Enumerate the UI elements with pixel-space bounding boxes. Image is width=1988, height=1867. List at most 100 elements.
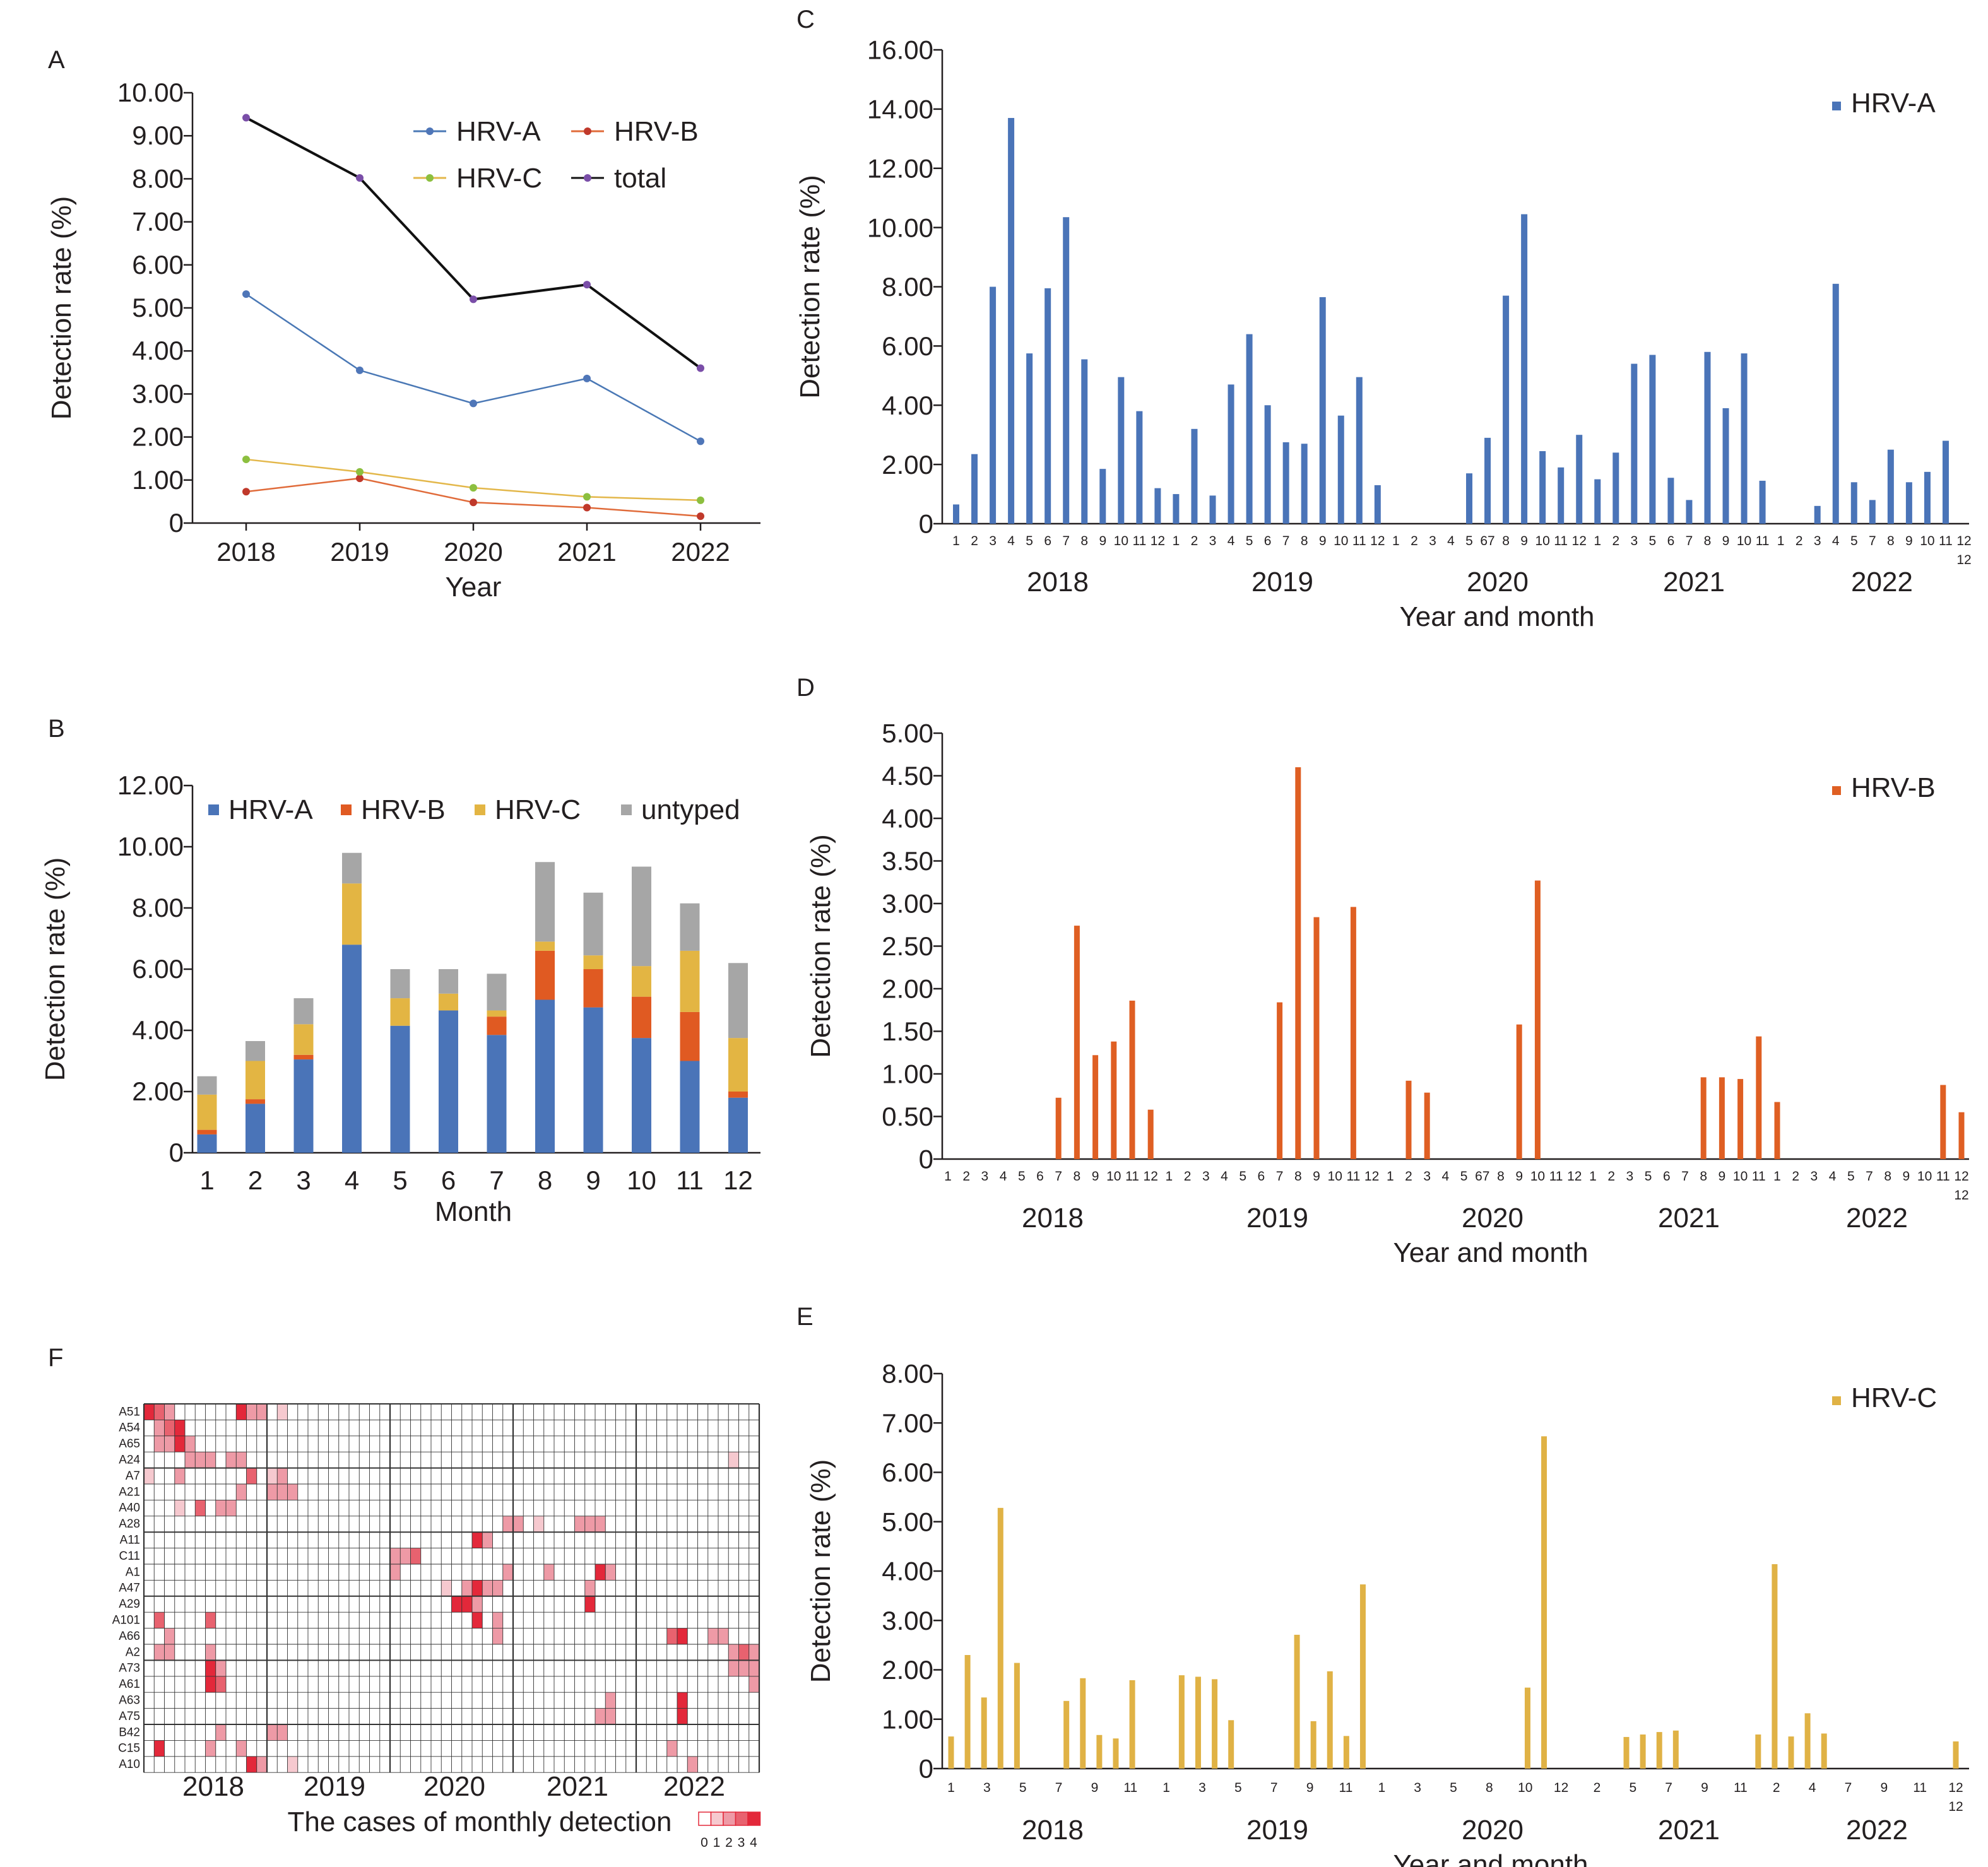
- chart-e-x-tick-label: 7: [1055, 1781, 1063, 1795]
- chart-d-x-tick-label-extra: 12: [1954, 1188, 1968, 1203]
- chart-c-bar: [1044, 288, 1051, 524]
- chart-c-x-tick-label: 2: [1796, 534, 1803, 548]
- chart-d-bar: [1940, 1085, 1946, 1159]
- chart-a-x-tick-label: 2022: [671, 537, 730, 567]
- chart-d-x-tick-label: 3: [1423, 1169, 1431, 1184]
- chart-e-bar: [1788, 1736, 1794, 1769]
- chart-b-bar-segment: [246, 1061, 265, 1100]
- chart-f-row-label: A10: [119, 1758, 140, 1771]
- chart-f-row-label: A7: [126, 1469, 140, 1483]
- chart-f-heat-cell: [144, 1468, 155, 1484]
- chart-e-x-tick-label: 9: [1306, 1781, 1314, 1795]
- chart-e-bar: [1096, 1734, 1103, 1769]
- chart-d-x-tick-label: 3: [1811, 1169, 1818, 1184]
- chart-d-year-label: 2020: [1462, 1203, 1524, 1234]
- chart-d-x-tick-label: 3: [1202, 1169, 1210, 1184]
- chart-c-bar: [1301, 444, 1308, 524]
- chart-d-x-tick-label: 7: [1055, 1169, 1062, 1184]
- chart-e-y-axis-label: Detection rate (%): [805, 1459, 836, 1683]
- chart-e-bar: [1228, 1720, 1234, 1769]
- chart-a-legend-marker: [426, 174, 434, 182]
- chart-c-bar: [1741, 353, 1748, 524]
- chart-d-bar: [1516, 1024, 1522, 1159]
- chart-d-legend-swatch: [1832, 786, 1841, 795]
- chart-c-bar: [1832, 283, 1839, 524]
- chart-a-data-point: [697, 364, 704, 372]
- chart-d-y-tick-label: 1.00: [882, 1059, 933, 1089]
- chart-c-x-tick-label: 12: [1572, 534, 1587, 548]
- chart-b-y-axis-label: Detection rate (%): [40, 857, 71, 1081]
- chart-d-x-tick-label: 67: [1475, 1169, 1489, 1184]
- chart-e-bar: [1310, 1721, 1316, 1769]
- chart-e-bar: [997, 1507, 1003, 1769]
- chart-a-data-point: [470, 295, 477, 303]
- chart-e-y-tick-label: 2.00: [882, 1655, 933, 1685]
- chart-b-x-tick-label: 9: [586, 1165, 600, 1195]
- chart-d-y-tick-label: 0.50: [882, 1102, 933, 1131]
- chart-e-bar: [1129, 1680, 1135, 1769]
- chart-f-heat-cell: [215, 1660, 226, 1676]
- chart-a-data-point: [470, 498, 477, 507]
- chart-b-bar-segment: [197, 1076, 217, 1095]
- chart-f-heat-cell: [482, 1580, 493, 1596]
- chart-d-x-tick-label: 3: [1626, 1169, 1634, 1184]
- chart-e-x-tick-label: 4: [1809, 1781, 1816, 1795]
- chart-f-row-label: A73: [119, 1662, 140, 1675]
- chart-c-bar: [1063, 217, 1070, 524]
- chart-c-year-label: 2019: [1251, 567, 1313, 598]
- panel-letter-b: B: [48, 715, 65, 743]
- chart-a-data-point: [583, 281, 591, 289]
- chart-b-bar-segment: [246, 1099, 265, 1104]
- chart-c-x-tick-label: 11: [1554, 534, 1568, 548]
- chart-b-bar-segment: [197, 1129, 217, 1134]
- chart-e-bar: [1343, 1736, 1349, 1769]
- chart-b-y-tick-label: 6.00: [132, 954, 184, 984]
- chart-d-y-tick-label: 3.50: [882, 846, 933, 876]
- chart-f-heat-cell: [164, 1628, 175, 1644]
- chart-a-y-tick-label: 0: [169, 508, 184, 538]
- chart-a-data-point: [242, 488, 250, 496]
- chart-a-x-tick-label: 2020: [444, 537, 502, 567]
- chart-d-x-tick-label: 10: [1106, 1169, 1121, 1184]
- chart-f-heat-cell: [236, 1484, 247, 1500]
- chart-c-bar: [1099, 469, 1106, 524]
- chart-f-heat-cell: [533, 1516, 544, 1533]
- chart-e-x-tick-label-extra: 12: [1948, 1799, 1963, 1814]
- chart-c-x-tick-label: 1: [1173, 534, 1180, 548]
- chart-c-x-tick-label: 9: [1520, 534, 1528, 548]
- chart-c-bar: [1264, 405, 1271, 524]
- chart-f-row-label: A54: [119, 1422, 140, 1435]
- chart-c-bar: [1869, 500, 1876, 524]
- chart-b-bar-segment: [390, 998, 410, 1026]
- chart-c-bar: [1887, 449, 1894, 524]
- chart-f-heat-cell: [574, 1516, 585, 1533]
- chart-b-bar-segment: [728, 963, 748, 1039]
- chart-c-x-tick-label: 3: [1209, 534, 1217, 548]
- chart-c-y-tick-label: 10.00: [867, 213, 933, 242]
- chart-e-year-label: 2022: [1846, 1815, 1908, 1846]
- chart-b-x-tick-label: 1: [199, 1165, 214, 1195]
- chart-c-x-tick-label: 10: [1920, 534, 1934, 548]
- chart-f-row-label: A101: [112, 1613, 140, 1627]
- chart-e-x-tick-label: 2: [1594, 1781, 1601, 1795]
- chart-f-heat-cell: [748, 1676, 759, 1693]
- chart-d-y-tick-label: 3.00: [882, 889, 933, 919]
- chart-e-x-axis-label: Year and month: [1393, 1849, 1588, 1867]
- chart-f-year-label: 2020: [423, 1771, 485, 1802]
- chart-b-x-tick-label: 7: [489, 1165, 504, 1195]
- chart-c-y-tick-label: 8.00: [882, 272, 933, 302]
- chart-a-data-point: [470, 484, 477, 492]
- chart-b-bar-segment: [583, 892, 603, 956]
- chart-f-heat-cell: [605, 1564, 616, 1581]
- chart-d-x-tick-label: 9: [1092, 1169, 1099, 1184]
- chart-d-x-tick-label: 2: [1405, 1169, 1412, 1184]
- chart-e-x-tick-label: 7: [1270, 1781, 1278, 1795]
- chart-a: 0 1.00 2.00 3.00 4.00 5.00 6.00 7.00 8.00 9.00 10.…: [46, 78, 760, 603]
- chart-b-bar-segment: [535, 950, 555, 1000]
- chart-e-x-tick-label: 2: [1773, 1781, 1780, 1795]
- chart-f-heat-cell: [277, 1724, 288, 1741]
- chart-f-heat-cell: [584, 1516, 595, 1533]
- chart-f-heat-cell: [482, 1532, 493, 1548]
- chart-c-bar: [1374, 485, 1381, 524]
